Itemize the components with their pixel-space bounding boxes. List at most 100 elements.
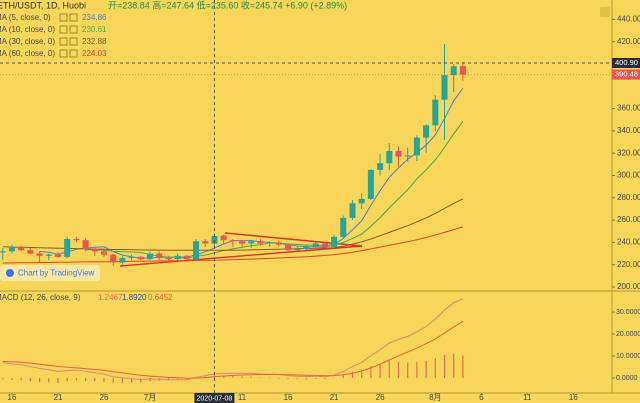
macd-histogram-bar	[351, 371, 354, 379]
y-tick-label: 260.00	[617, 215, 640, 224]
macd-histogram-bar	[453, 353, 455, 379]
x-tick-label: 21	[330, 393, 339, 402]
macd-histogram-bar	[287, 378, 289, 379]
macd-histogram-bar	[250, 376, 252, 379]
macd-histogram-bar	[241, 376, 243, 379]
macd-histogram-bar	[20, 378, 22, 381]
candle-body	[64, 239, 71, 257]
last-price-label: 390.48	[615, 70, 638, 79]
macd-histogram-bar	[388, 361, 390, 379]
macd-histogram-bar	[66, 378, 68, 382]
macd-histogram-bar	[278, 378, 280, 379]
settings-icon[interactable]	[600, 7, 610, 17]
candle-body	[404, 155, 411, 157]
macd-histogram-bar	[333, 377, 335, 379]
candle-body	[82, 240, 89, 250]
candle-body	[18, 246, 25, 251]
legend-icon	[69, 13, 78, 22]
macd-hist-value: 1.2467	[98, 293, 123, 302]
candle-body	[128, 256, 135, 258]
x-tick-label: 11	[238, 393, 247, 402]
macd-histogram-bar	[443, 354, 446, 379]
legend-icon	[69, 37, 78, 46]
macd-histogram-bar	[2, 378, 4, 380]
macd-histogram-bar	[121, 378, 123, 384]
candle-body	[248, 241, 255, 244]
x-tick-label: 16	[569, 393, 578, 402]
candle-body	[321, 243, 328, 247]
signal-value: 0.6452	[148, 293, 173, 302]
candle-body	[367, 169, 374, 199]
ma-legend-value: 230.61	[82, 25, 107, 34]
ma-legend-value: 234.86	[82, 13, 107, 22]
y-tick-label: 300.00	[617, 171, 640, 180]
crosshair-price-label: 400.90	[615, 58, 638, 67]
ma-legend-name: MA (30, close, 0)	[0, 37, 55, 46]
candle-body	[165, 257, 172, 260]
candle-body	[110, 254, 117, 263]
candle-body	[229, 240, 236, 242]
candle-body	[312, 243, 319, 247]
x-tick-label: 16	[284, 393, 293, 402]
candle-body	[257, 241, 264, 244]
y-tick-label: 280.00	[617, 193, 640, 202]
candle-body	[0, 251, 6, 253]
macd-histogram-bar	[342, 374, 344, 379]
candle-body	[174, 255, 181, 260]
y-tick-label: 20.0000	[616, 331, 640, 338]
macd-histogram-bar	[112, 378, 114, 384]
macd-histogram-bar	[397, 361, 400, 379]
macd-histogram-bar	[425, 360, 427, 379]
candle-body	[100, 251, 107, 255]
candle-body	[432, 99, 439, 126]
legend-icon	[59, 25, 68, 34]
candle-body	[303, 246, 310, 250]
ma-legend-name: MA (60, close, 0)	[0, 49, 55, 58]
macd-histogram-bar	[296, 378, 298, 380]
watermark-icon	[6, 269, 14, 277]
ma-legend-name: MA (5, close, 0)	[0, 13, 51, 22]
candle-body	[441, 75, 448, 100]
x-tick-label: 6	[479, 393, 484, 402]
legend-icon	[69, 25, 78, 34]
macd-histogram-bar	[305, 378, 308, 380]
candle-body	[45, 254, 52, 256]
crosshair-date-label: 2020-07-08	[197, 395, 233, 402]
ma-legend-name: MA (10, close, 0)	[0, 25, 55, 34]
ma-line	[2, 226, 464, 264]
candle-body	[413, 137, 420, 156]
macd-histogram-bar	[140, 378, 142, 383]
candle-body	[8, 246, 15, 252]
candle-body	[137, 256, 144, 260]
candle-body	[340, 217, 347, 237]
x-tick-label: 21	[54, 393, 63, 402]
candle-body	[285, 244, 292, 251]
legend-icon	[59, 37, 68, 46]
candle-body	[386, 150, 393, 164]
macd-histogram-bar	[131, 378, 133, 383]
candle-body	[91, 249, 98, 252]
macd-histogram-bar	[103, 378, 105, 382]
y-tick-label: 0.0000	[616, 375, 638, 382]
macd-histogram-bar	[361, 369, 363, 379]
x-tick-label: 26	[376, 393, 385, 402]
candle-body	[239, 241, 246, 244]
macd-histogram-bar	[379, 363, 381, 379]
candle-body	[211, 235, 218, 244]
macd-histogram-bar	[434, 358, 436, 379]
ohlc-readout: 开=238.84 高=247.64 低=235.60 收=245.74 +6.9…	[108, 0, 347, 10]
signal-line	[2, 320, 464, 379]
macd-histogram-bar	[38, 378, 41, 383]
candle-body	[156, 253, 163, 258]
legend-icon	[59, 49, 68, 58]
macd-histogram-bar	[84, 378, 87, 381]
y-tick-label: 320.00	[617, 148, 640, 157]
macd-value: 1.8920	[122, 293, 147, 302]
y-tick-label: 240.00	[617, 237, 640, 246]
ma-legend-value: 224.03	[82, 49, 107, 58]
watermark-box	[0, 265, 100, 281]
y-tick-label: 30.0000	[616, 309, 640, 316]
candle-body	[331, 236, 338, 247]
